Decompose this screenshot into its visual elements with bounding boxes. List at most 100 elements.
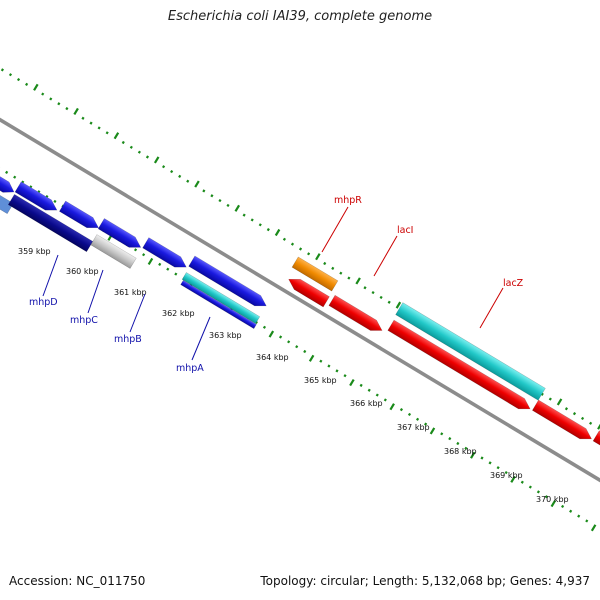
major-tick (234, 204, 241, 212)
major-tick (73, 107, 79, 116)
gene-cyan (395, 302, 546, 401)
minor-tick (145, 155, 150, 159)
minor-tick (504, 470, 508, 475)
minor-tick (226, 203, 230, 208)
gene-red (387, 319, 531, 410)
leader-lacI (373, 235, 398, 277)
minor-tick (564, 407, 569, 411)
minor-tick (585, 519, 589, 523)
minor-tick (303, 349, 307, 354)
kbp-label: 366 kbp (350, 399, 383, 408)
minor-tick (407, 412, 412, 417)
minor-tick (359, 383, 363, 387)
minor-tick (8, 73, 13, 77)
minor-tick (371, 290, 375, 295)
gene-blue (14, 181, 58, 211)
minor-tick (65, 107, 69, 111)
minor-tick (589, 421, 593, 425)
minor-tick (580, 416, 585, 421)
backbone-band (0, 82, 600, 518)
kbp-label: 361 kbp (114, 288, 147, 297)
minor-tick (121, 140, 125, 145)
accession-text: Accession: NC_011750 (9, 574, 146, 588)
minor-tick (331, 266, 335, 270)
minor-tick (415, 417, 420, 421)
kbp-label: 368 kbp (444, 447, 477, 456)
minor-tick (528, 485, 532, 489)
gene-labels: mhpD mhpC mhpB mhpA mhpR lacI lacZ (29, 195, 524, 374)
minor-tick (480, 456, 484, 460)
minor-tick (89, 121, 93, 125)
gene-label-leaders (42, 206, 504, 361)
minor-tick (210, 194, 214, 198)
major-tick (113, 132, 120, 140)
minor-tick (16, 77, 21, 82)
minor-tick (375, 393, 379, 397)
major-tick (194, 180, 200, 188)
genome-info-text: Topology: circular; Length: 5,132,068 bp… (260, 574, 590, 588)
minor-tick (142, 253, 146, 257)
kbp-label: 369 kbp (490, 471, 523, 480)
major-tick (147, 257, 154, 266)
minor-tick (387, 300, 391, 304)
minor-tick (536, 490, 540, 494)
gene-blue (97, 218, 142, 248)
minor-tick (0, 68, 4, 72)
kbp-label: 364 kbp (256, 353, 289, 362)
minor-tick (363, 286, 367, 290)
kbp-label: 367 kbp (397, 423, 430, 432)
minor-tick (53, 199, 57, 204)
minor-tick (520, 480, 524, 484)
minor-tick (399, 408, 404, 412)
minor-tick (347, 276, 351, 280)
kbp-label: 370 kbp (536, 495, 569, 504)
minor-tick (488, 461, 492, 465)
leader-lacZ (479, 287, 504, 329)
minor-tick (544, 495, 549, 499)
minor-tick (174, 272, 178, 276)
gene-cyan (181, 272, 261, 324)
kbp-scale-labels: 359 kbp 360 kbp 361 kbp 362 kbp 363 kbp … (18, 247, 569, 504)
minor-tick (258, 223, 262, 227)
minor-tick (158, 262, 162, 266)
major-tick (510, 475, 516, 483)
minor-tick (343, 374, 347, 378)
major-tick (590, 524, 597, 532)
minor-tick (561, 504, 565, 509)
minor-tick (262, 325, 267, 329)
gene-label-lacZ: lacZ (503, 278, 524, 289)
minor-tick (307, 252, 311, 256)
minor-tick (440, 432, 444, 436)
major-tick (550, 499, 557, 508)
minor-tick (250, 218, 254, 222)
leader-mhpA (191, 316, 211, 361)
gene-red (592, 430, 600, 451)
leader-mhpD (42, 254, 59, 297)
minor-tick (319, 359, 323, 363)
minor-tick (242, 213, 246, 217)
minor-tick (266, 228, 270, 232)
kbp-label: 363 kbp (209, 331, 242, 340)
gene-navy (7, 193, 94, 253)
gene-blue (0, 174, 15, 193)
minor-tick (456, 441, 460, 446)
minor-tick (295, 345, 299, 349)
minor-tick (496, 466, 500, 470)
minor-tick (335, 369, 339, 373)
gene-red (288, 278, 330, 308)
minor-tick (105, 131, 109, 135)
minor-tick (170, 169, 174, 174)
major-tick (308, 354, 315, 362)
minor-tick (129, 145, 133, 149)
major-tick (355, 277, 361, 285)
minor-tick (448, 437, 452, 441)
minor-tick (5, 170, 9, 174)
major-tick (274, 228, 281, 237)
leader-mhpC (87, 269, 104, 314)
major-tick (315, 253, 321, 261)
gene-label-mhpA: mhpA (176, 363, 204, 374)
minor-tick (464, 446, 468, 450)
kbp-label: 360 kbp (66, 267, 99, 276)
minor-tick (287, 340, 291, 344)
